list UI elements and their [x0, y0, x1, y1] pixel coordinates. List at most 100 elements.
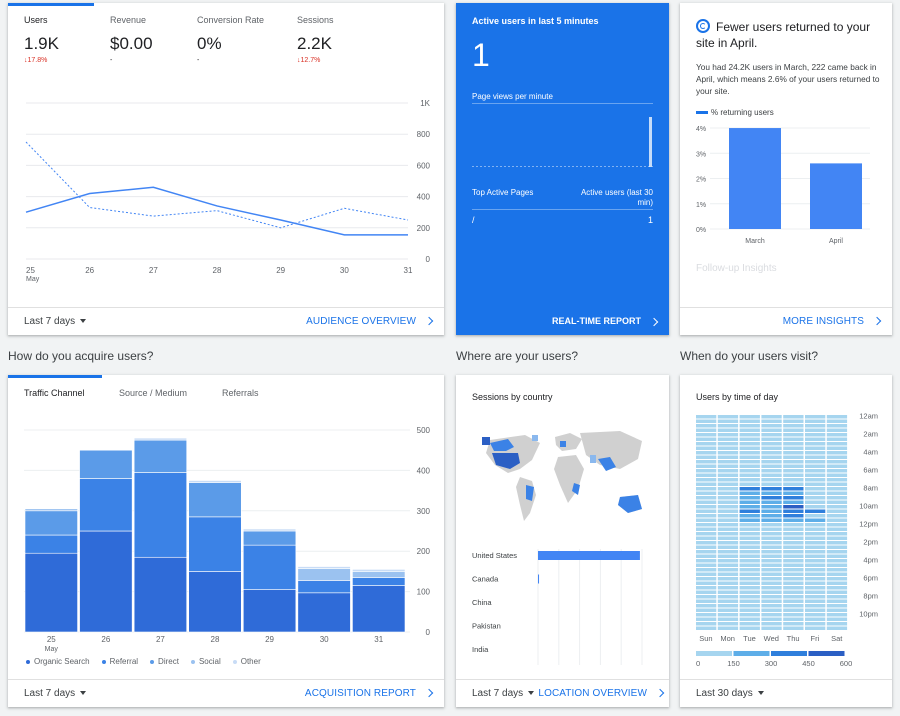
insights-footer: MORE INSIGHTS	[680, 307, 892, 335]
heatmap-cell	[783, 451, 804, 455]
day-label: Sat	[831, 634, 843, 643]
heatmap-cell	[826, 559, 848, 563]
heatmap-cell	[826, 505, 848, 509]
more-insights-link[interactable]: MORE INSIGHTS	[783, 316, 882, 327]
stacked-bar-segment	[133, 437, 188, 441]
legend-item[interactable]: Other	[233, 657, 261, 666]
heatmap-cell	[783, 577, 804, 581]
heatmap-cell	[739, 415, 760, 419]
hour-label: 8pm	[863, 592, 878, 601]
tab-source-medium[interactable]: Source / Medium	[119, 388, 188, 398]
date-range-dropdown[interactable]: Last 30 days	[696, 688, 764, 699]
heatmap-cell	[783, 532, 804, 536]
heatmap-cell	[783, 545, 804, 549]
metric-users[interactable]: Users 1.9K ↓17.8%	[24, 15, 59, 64]
heatmap-cell	[696, 469, 717, 473]
heatmap-cell	[826, 487, 848, 491]
heatmap-cell	[783, 509, 804, 513]
location-overview-link[interactable]: LOCATION OVERVIEW	[538, 688, 665, 699]
metric-conversion-rate[interactable]: Conversion Rate 0% -	[197, 15, 264, 64]
metric-change: -	[197, 57, 200, 64]
heatmap-cell	[739, 464, 760, 468]
audience-overview-link[interactable]: AUDIENCE OVERVIEW	[306, 316, 434, 327]
heatmap-cell	[826, 545, 848, 549]
heatmap-cell	[783, 505, 804, 509]
x-tick-label: March	[745, 238, 765, 245]
metric-label: Users	[24, 15, 48, 25]
scale-swatch	[696, 651, 732, 656]
heatmap-cell	[717, 491, 739, 495]
followup-insights[interactable]: Follow-up Insights	[696, 263, 777, 274]
heatmap-cell	[717, 478, 739, 482]
country-label: Canada	[472, 575, 499, 584]
heatmap-cell	[717, 550, 739, 554]
day-label: Thu	[787, 634, 800, 643]
heatmap-cell	[717, 613, 739, 617]
heatmap-cell	[783, 613, 804, 617]
heatmap-cell	[826, 460, 848, 464]
metric-revenue[interactable]: Revenue $0.00 -	[110, 15, 153, 64]
metric-tab-indicator	[8, 3, 94, 6]
date-range-dropdown[interactable]: Last 7 days	[24, 688, 86, 699]
active-page-users: 1	[647, 215, 653, 225]
heatmap-cell	[826, 415, 848, 419]
heatmap-cell	[826, 451, 848, 455]
heatmap-cell	[696, 487, 717, 491]
heatmap-cell	[805, 460, 826, 464]
legend-item[interactable]: Direct	[150, 657, 179, 666]
legend-item[interactable]: Referral	[102, 657, 138, 666]
legend-item[interactable]: Organic Search	[26, 657, 90, 666]
x-tick-label: 28	[213, 266, 222, 275]
acquisition-report-link[interactable]: ACQUISITION REPORT	[305, 688, 434, 699]
heatmap-cell	[696, 419, 717, 423]
heatmap-cell	[739, 460, 760, 464]
heatmap-cell	[761, 532, 782, 536]
date-range-dropdown[interactable]: Last 7 days	[24, 316, 86, 327]
heatmap-cell	[696, 586, 717, 590]
heatmap-cell	[805, 491, 826, 495]
heatmap-cell	[761, 460, 782, 464]
heatmap-cell	[717, 415, 739, 419]
tab-traffic-channel[interactable]: Traffic Channel	[24, 388, 85, 398]
y-tick-label: 200	[417, 224, 431, 233]
heatmap-cell	[783, 541, 804, 545]
heatmap-cell	[717, 554, 739, 558]
heatmap-cell	[717, 424, 739, 428]
date-range-dropdown[interactable]: Last 7 days	[472, 688, 534, 699]
heatmap-cell	[717, 419, 739, 423]
active-page-row[interactable]: / 1	[472, 215, 653, 225]
table-divider	[472, 209, 653, 210]
legend-item[interactable]: Social	[191, 657, 221, 666]
x-sublabel: May	[26, 276, 40, 283]
heatmap-cell	[739, 604, 760, 608]
metric-value: 0%	[197, 34, 222, 53]
y-tick-label: 200	[417, 547, 431, 556]
heatmap-cell	[739, 487, 760, 491]
heatmap-cell	[739, 523, 760, 527]
realtime-report-link[interactable]: REAL-TIME REPORT	[552, 316, 659, 326]
x-tick-label: 29	[265, 635, 274, 644]
metric-sessions[interactable]: Sessions 2.2K ↓12.7%	[297, 15, 334, 64]
hour-label: 6pm	[863, 574, 878, 583]
heatmap-cell	[696, 541, 717, 545]
metric-value: 1.9K	[24, 34, 59, 53]
heatmap-cell	[805, 622, 826, 626]
heatmap-cell	[826, 433, 848, 437]
tab-referrals[interactable]: Referrals	[222, 388, 259, 398]
heatmap-cell	[739, 514, 760, 518]
heatmap-cell	[739, 541, 760, 545]
heatmap-cell	[826, 599, 848, 603]
insight-body: You had 24.2K users in March, 222 came b…	[696, 62, 880, 96]
active-page-path: /	[472, 215, 475, 225]
heatmap-cell	[783, 626, 804, 630]
heatmap-cell	[805, 428, 826, 432]
heatmap-cell	[761, 523, 782, 527]
stacked-bar-segment	[352, 571, 406, 578]
heatmap-cell	[717, 509, 739, 513]
hour-label: 8am	[863, 484, 878, 493]
heatmap-cell	[826, 577, 848, 581]
timeofday-title: Users by time of day	[696, 392, 779, 402]
heatmap-cell	[783, 550, 804, 554]
metric-label: Revenue	[110, 15, 147, 25]
heatmap-cell	[717, 541, 739, 545]
